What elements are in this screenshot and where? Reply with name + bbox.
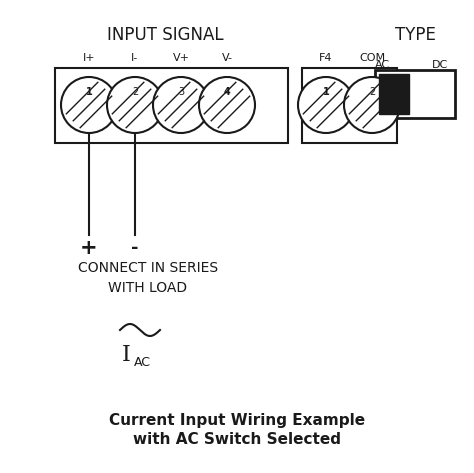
Text: I: I (122, 344, 131, 366)
Text: COM: COM (359, 53, 385, 63)
Text: 3: 3 (178, 88, 184, 97)
Text: +: + (80, 238, 98, 258)
Text: AC: AC (134, 356, 151, 368)
Text: I+: I+ (82, 53, 95, 63)
Circle shape (153, 77, 209, 133)
Text: 2: 2 (369, 88, 375, 97)
Text: Current Input Wiring Example
with AC Switch Selected: Current Input Wiring Example with AC Swi… (109, 412, 365, 447)
Text: V+: V+ (173, 53, 190, 63)
Circle shape (199, 77, 255, 133)
Circle shape (344, 77, 400, 133)
Bar (302, 68, 397, 143)
Text: INPUT SIGNAL: INPUT SIGNAL (107, 26, 223, 44)
Text: F4: F4 (319, 53, 333, 63)
Text: 1: 1 (86, 88, 92, 97)
Text: 1: 1 (323, 88, 329, 97)
Bar (379, 74, 409, 114)
Text: TYPE: TYPE (394, 26, 436, 44)
Text: AC: AC (374, 60, 390, 70)
Bar (55, 68, 288, 143)
Circle shape (61, 77, 117, 133)
Text: V-: V- (221, 53, 233, 63)
Text: CONNECT IN SERIES
WITH LOAD: CONNECT IN SERIES WITH LOAD (78, 261, 218, 295)
Circle shape (298, 77, 354, 133)
Text: DC: DC (432, 60, 448, 70)
Text: 2: 2 (132, 88, 138, 97)
Bar (375, 70, 455, 118)
Circle shape (107, 77, 163, 133)
Text: I-: I- (131, 53, 138, 63)
Text: 4: 4 (224, 88, 230, 97)
Text: -: - (131, 239, 139, 257)
